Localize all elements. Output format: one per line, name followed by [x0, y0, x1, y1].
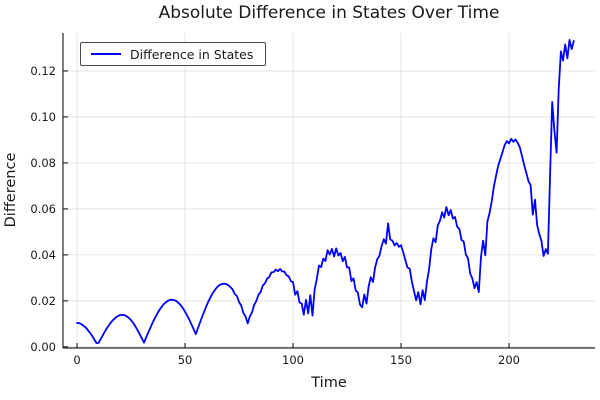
y-tick-label: 0.10 [30, 110, 56, 124]
legend: Difference in States [80, 42, 267, 66]
axes [62, 33, 595, 349]
y-tick-label: 0.00 [30, 340, 56, 354]
legend-line-icon [91, 53, 121, 55]
x-tick-label: 0 [73, 353, 80, 367]
x-tick-label: 200 [498, 353, 520, 367]
x-tick-label: 100 [282, 353, 304, 367]
chart-title: Absolute Difference in States Over Time [158, 3, 500, 23]
y-tick-label: 0.12 [30, 64, 56, 78]
gridlines [63, 33, 595, 348]
series-group [76, 39, 575, 345]
y-tick-label: 0.04 [30, 248, 56, 262]
series-line [76, 39, 575, 345]
tick-marks-and-labels: 0 50 100 150 200 0.00 0.02 0.04 0.06 0.08 0.10 0.12 [30, 64, 520, 367]
y-tick-label: 0.08 [30, 156, 56, 170]
y-tick-label: 0.06 [30, 202, 56, 216]
x-tick-label: 50 [178, 353, 193, 367]
x-axis-label: Time [310, 375, 347, 391]
x-tick-label: 150 [390, 353, 412, 367]
y-axis-label: Difference [3, 153, 19, 228]
y-tick-label: 0.02 [30, 294, 56, 308]
legend-series-label: Difference in States [130, 46, 254, 62]
